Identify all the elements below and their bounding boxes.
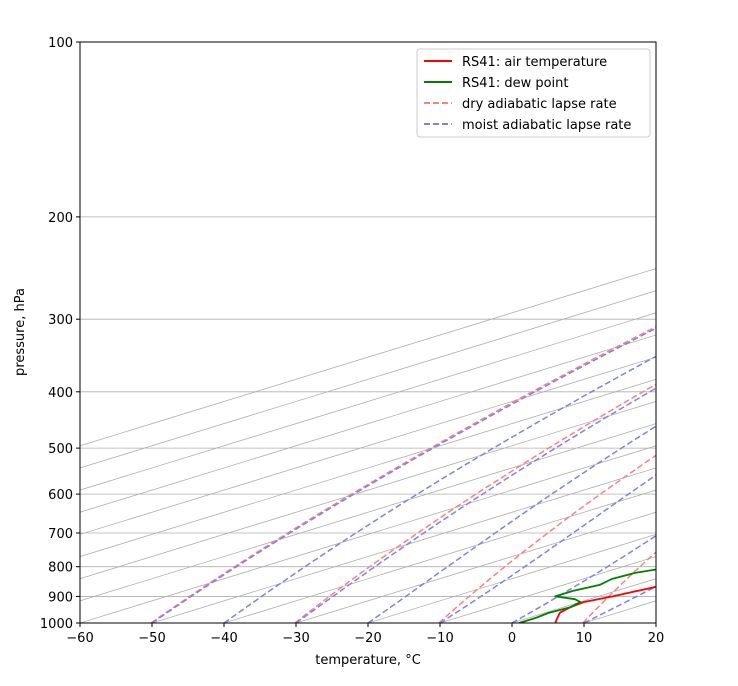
x-tick-label: 20	[648, 631, 665, 646]
x-tick-label: 0	[508, 631, 516, 646]
dry-adiabat	[150, 325, 656, 623]
moist-adiabat-lines	[151, 327, 656, 623]
horizontal-grid	[80, 41, 656, 624]
legend-label-moist-adiabat: moist adiabatic lapse rate	[462, 118, 631, 133]
y-tick-label: 200	[48, 211, 73, 226]
y-tick-label: 300	[48, 313, 73, 328]
x-tick-label: −10	[426, 631, 453, 646]
x-tick-label: −40	[210, 631, 237, 646]
isotherm-gridline	[295, 511, 656, 623]
moist-adiabat	[151, 327, 656, 623]
legend-box	[416, 48, 651, 138]
x-axis-title: temperature, °C	[315, 653, 421, 668]
isotherm-gridline	[80, 312, 656, 491]
y-tick-label: 800	[48, 561, 73, 576]
isotherm-gridline	[80, 356, 656, 535]
dry-adiabat	[438, 454, 656, 623]
moist-adiabat	[223, 355, 656, 623]
moist-adiabat	[511, 534, 656, 623]
legend-label-dew-point: RS41: dew point	[462, 76, 569, 91]
y-tick-label: 100	[48, 36, 73, 51]
isotherm-gridline	[80, 378, 656, 557]
y-tick-label: 500	[48, 442, 73, 457]
dry-adiabat	[294, 383, 656, 623]
x-tick-label: −50	[138, 631, 165, 646]
y-tick-label: 400	[48, 386, 73, 401]
x-tick-label: −20	[354, 631, 381, 646]
isotherm-gridline	[80, 423, 656, 602]
y-tick-label: 700	[48, 527, 73, 542]
y-tick-label: 900	[48, 590, 73, 605]
legend: RS41: air temperature RS41: dew point dr…	[416, 48, 651, 138]
y-tick-label: 600	[48, 488, 73, 503]
isotherm-gridline	[80, 445, 656, 623]
moist-adiabat	[439, 474, 656, 623]
isotherm-gridline	[151, 467, 656, 623]
moist-adiabat	[367, 425, 656, 623]
y-axis-title: pressure, hPa	[13, 288, 28, 376]
skewed-isotherm-grid	[80, 268, 656, 623]
x-tick-label: −30	[282, 631, 309, 646]
isotherm-gridline	[80, 268, 656, 447]
isotherm-gridline	[80, 290, 656, 469]
isotherm-gridline	[223, 489, 656, 623]
x-tick-label: −60	[66, 631, 93, 646]
legend-label-air-temperature: RS41: air temperature	[462, 55, 607, 70]
y-tick-label: 1000	[40, 617, 73, 632]
dry-adiabat-lines	[150, 325, 656, 623]
isotherm-gridline	[80, 401, 656, 580]
x-axis-ticks: −60 −50 −40 −30 −20 −10 0 10 20	[66, 623, 664, 646]
plot-area	[80, 42, 656, 623]
x-tick-label: 10	[576, 631, 593, 646]
dry-adiabat	[582, 551, 656, 623]
y-axis-ticks: 100 200 300 400 500 600 700 800 900 1000	[40, 36, 80, 632]
legend-label-dry-adiabat: dry adiabatic lapse rate	[462, 97, 617, 112]
